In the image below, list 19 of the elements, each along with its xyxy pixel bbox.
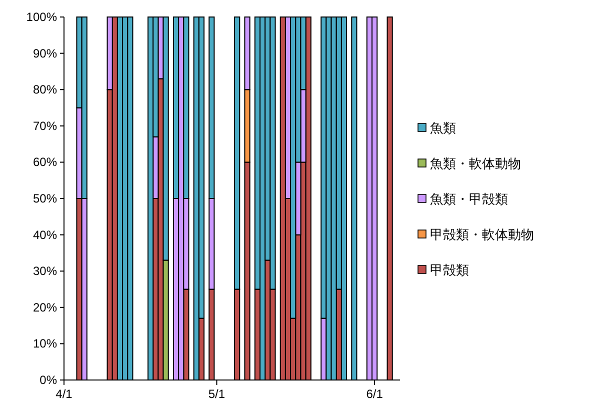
legend-label: 甲殻類・軟体動物 (430, 227, 534, 242)
y-tick-label: 60% (32, 155, 58, 170)
y-tick-label: 70% (32, 118, 58, 133)
y-tick-label: 10% (32, 336, 58, 351)
x-tick-label: 6/1 (366, 387, 384, 401)
y-tick-label: 20% (32, 300, 58, 314)
y-tick-label: 50% (32, 192, 58, 206)
y-tick-label: 40% (32, 228, 58, 242)
legend-label: 甲殻類 (430, 262, 469, 278)
y-tick-label: 80% (32, 82, 58, 97)
y-tick-label: 100% (26, 10, 58, 24)
legend-label: 魚類・甲殻類 (430, 192, 508, 206)
y-tick-label: 90% (32, 46, 58, 60)
legend-label: 魚類 (430, 120, 456, 136)
y-tick-label: 30% (32, 264, 58, 278)
x-tick-label: 5/1 (208, 387, 226, 401)
y-tick-label: 0% (40, 373, 58, 387)
legend-label: 魚類・軟体動物 (430, 156, 521, 171)
x-tick-label: 4/1 (56, 387, 73, 401)
